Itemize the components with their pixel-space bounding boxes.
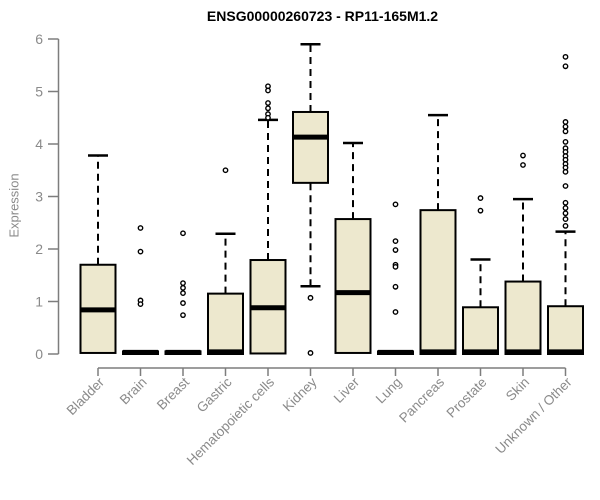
boxplot-liver [334, 141, 372, 354]
outlier-point [520, 162, 526, 168]
y-tick-label: 1 [35, 294, 43, 310]
outlier-point [392, 263, 399, 270]
x-tick-label: Bladder [64, 374, 108, 418]
outlier-point [180, 230, 186, 237]
outlier-point [562, 216, 569, 222]
boxplot-bladder [79, 154, 117, 354]
outlier-point [562, 210, 569, 217]
boxplot-hematopoietic-cells [249, 83, 287, 355]
y-tick-label: 5 [35, 84, 43, 100]
boxplot-pancreas [419, 113, 457, 355]
x-tick-label: Liver [331, 374, 363, 406]
chart-title: ENSG00000260723 - RP11-165M1.2 [206, 8, 439, 24]
x-tick-label: Skin [503, 375, 532, 404]
outlier-point [520, 152, 526, 159]
x-tick-label: Gastric [194, 374, 235, 415]
outlier-point [392, 201, 399, 208]
outlier-point [477, 195, 484, 201]
x-tick-label: Breast [154, 374, 192, 412]
boxplot-skin [504, 152, 542, 355]
outlier-point [562, 128, 569, 135]
outlier-point [265, 100, 271, 106]
y-tick-label: 2 [35, 241, 43, 257]
outlier-point [562, 123, 569, 130]
y-tick-label: 6 [35, 31, 43, 47]
x-tick-label: Pancreas [396, 374, 447, 425]
boxplot-prostate [462, 195, 499, 355]
boxplot-unknown-other [547, 53, 584, 356]
outlier-point [180, 290, 186, 296]
y-tick-label: 4 [35, 136, 43, 152]
boxplot-breast [164, 230, 202, 355]
outlier-point [392, 309, 399, 315]
outlier-point [562, 138, 569, 145]
outlier-point [307, 294, 314, 301]
x-tick-label: Prostate [443, 375, 489, 421]
y-tick-label: 0 [35, 346, 43, 362]
outlier-point [180, 300, 186, 306]
box [207, 292, 244, 355]
outlier-point [562, 222, 569, 229]
outlier-point [562, 199, 569, 206]
outlier-point [265, 87, 271, 94]
x-tick-label: Lung [373, 375, 405, 407]
outlier-point [562, 53, 569, 60]
outlier-point [392, 283, 399, 290]
x-tick-label: Kidney [280, 374, 320, 414]
box [462, 306, 499, 355]
outlier-point [562, 168, 569, 175]
outlier-point [562, 63, 569, 70]
outlier-point [180, 280, 186, 287]
outlier-point [392, 247, 399, 253]
outlier-point [265, 105, 271, 112]
box [419, 209, 457, 355]
boxplot-lung [377, 201, 414, 355]
x-tick-label: Unknown / Other [492, 374, 575, 457]
outlier-point [137, 225, 144, 231]
boxplot-brain [122, 225, 159, 355]
outlier-point [477, 207, 484, 214]
outlier-point [222, 167, 229, 174]
box [334, 218, 372, 354]
outlier-point [265, 114, 271, 121]
outlier-point [180, 284, 186, 291]
outlier-point [562, 119, 569, 125]
boxplot-kidney [292, 43, 329, 356]
box [292, 110, 329, 184]
outlier-point [180, 312, 186, 319]
outlier-point [562, 183, 569, 189]
outlier-point [137, 248, 144, 255]
y-tick-label: 3 [35, 189, 43, 205]
outlier-point [562, 205, 569, 211]
outlier-point [307, 350, 314, 356]
x-tick-label: Brain [117, 375, 150, 408]
boxplot-gastric [207, 167, 244, 355]
box [504, 280, 542, 355]
outlier-point [137, 301, 144, 308]
outlier-point [392, 238, 399, 245]
box [547, 305, 584, 356]
